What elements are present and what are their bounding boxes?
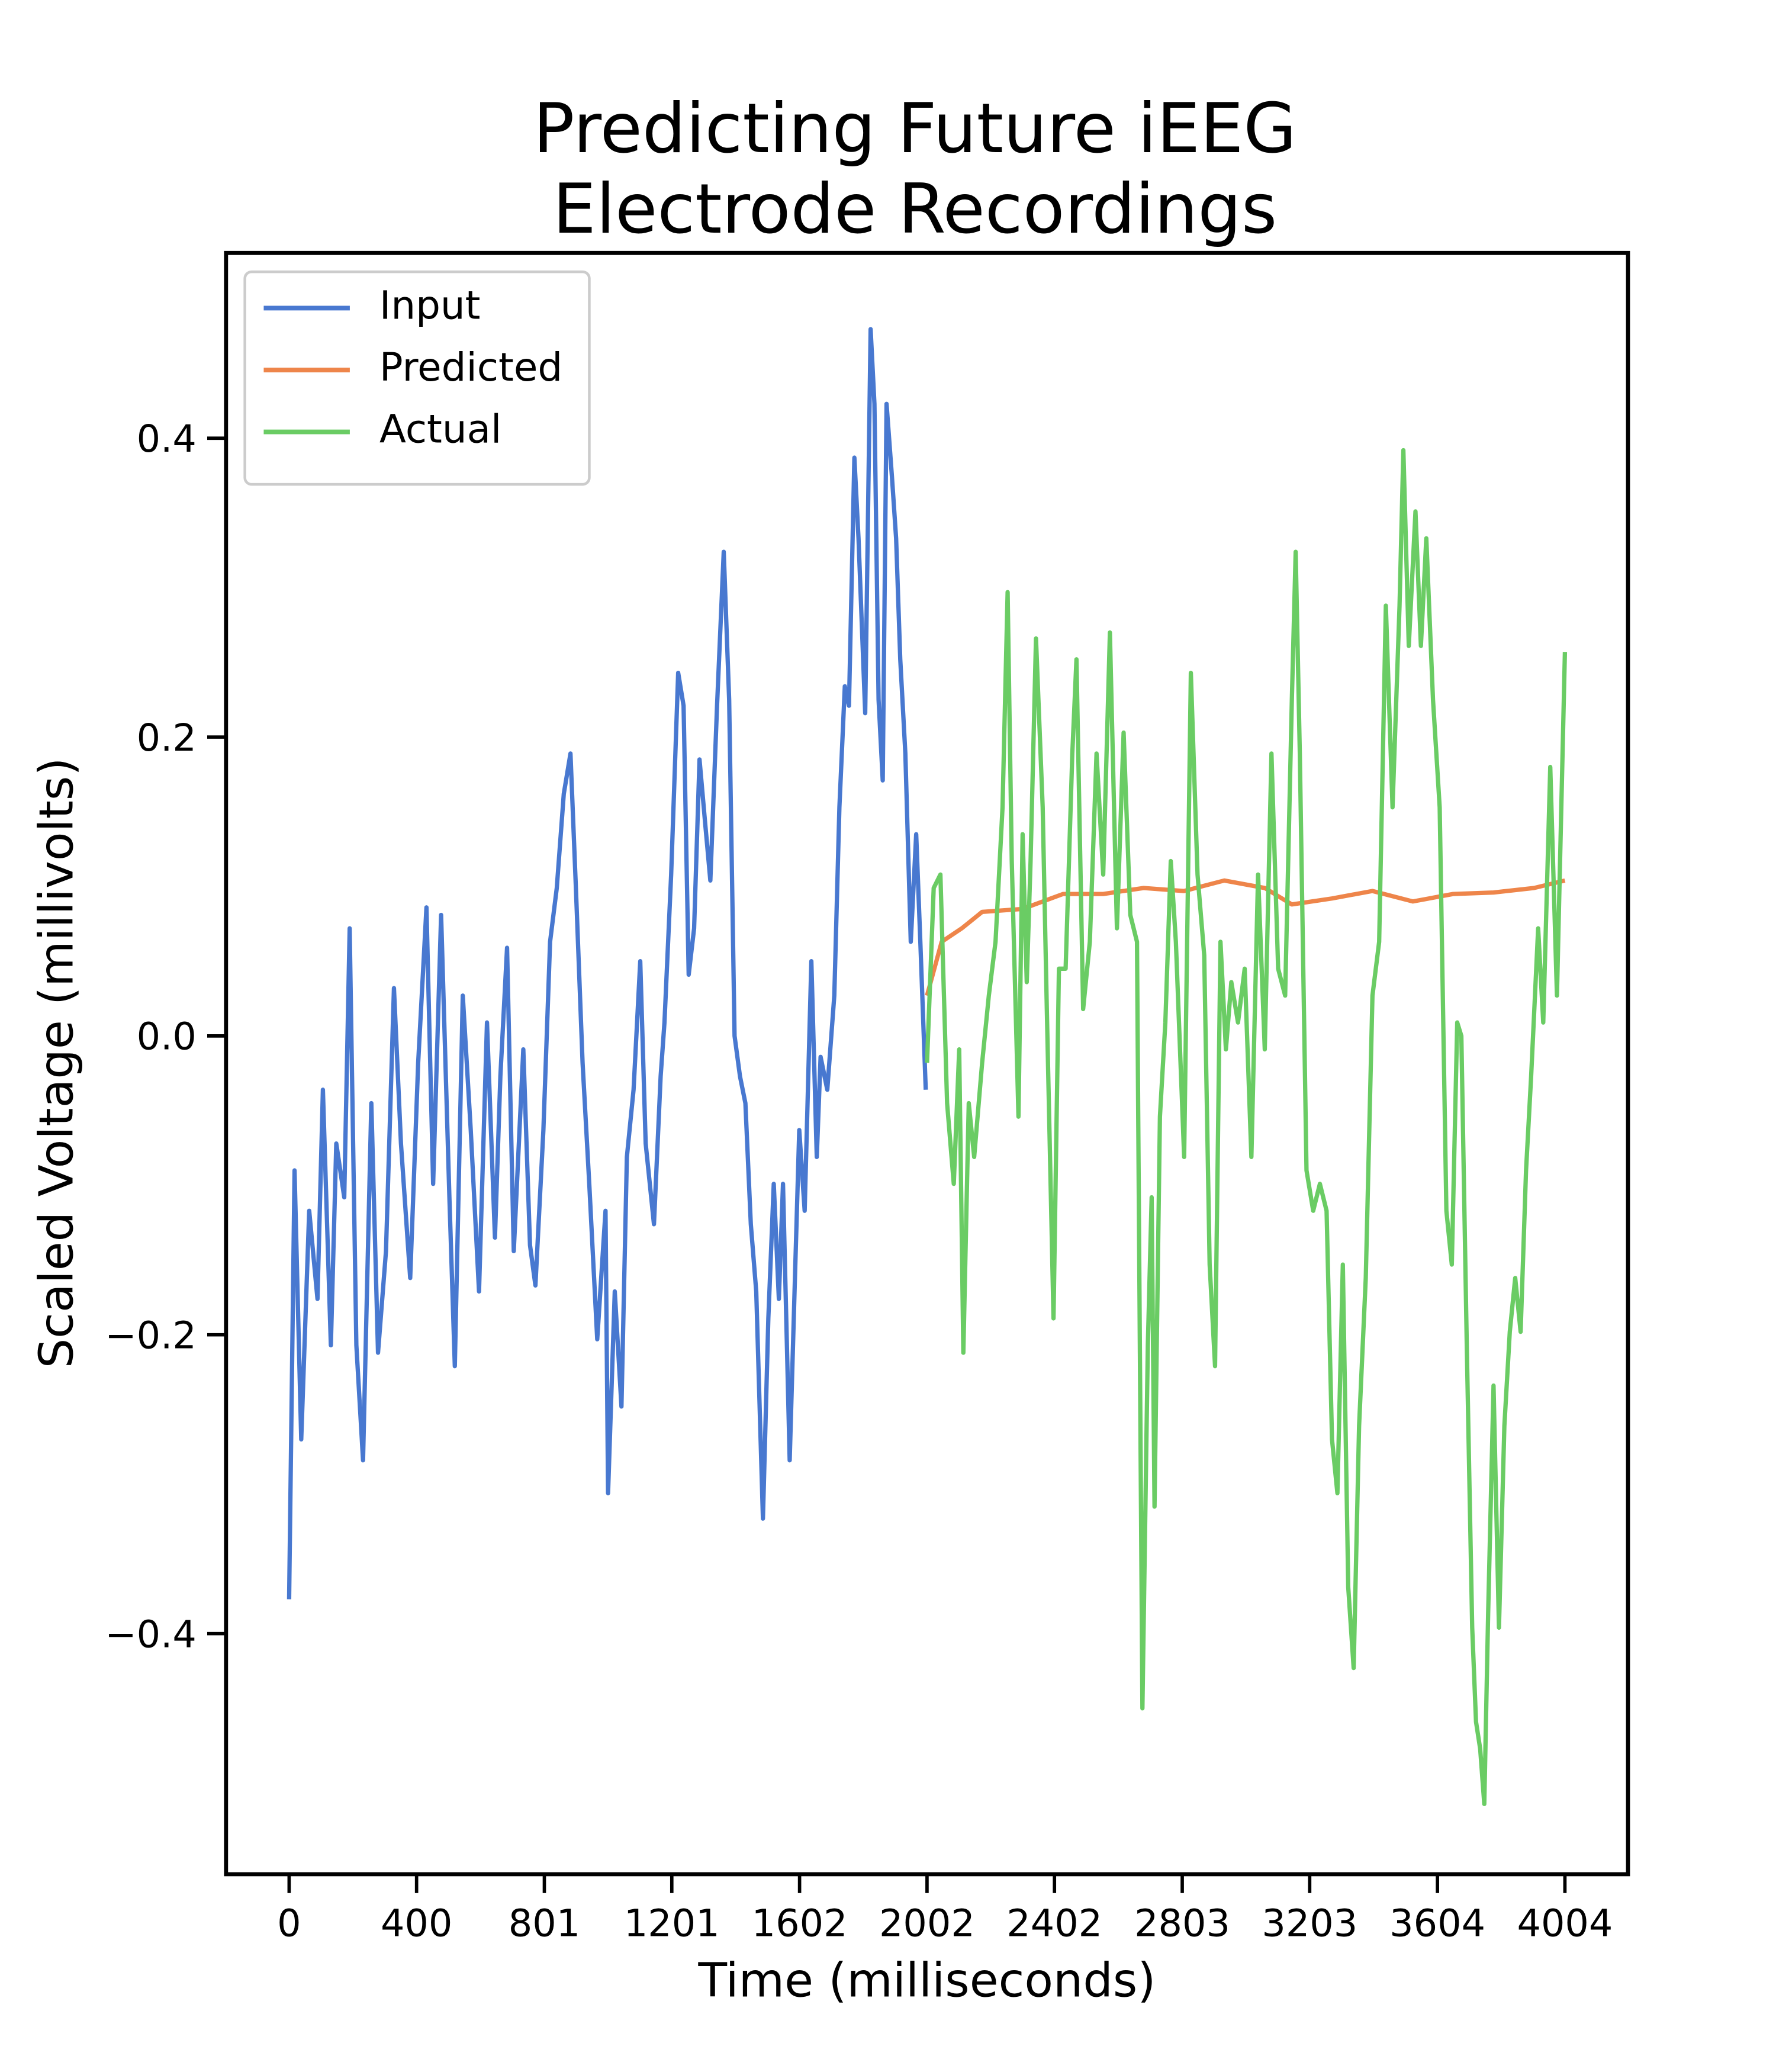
x-tick-label: 1201 [624, 1902, 720, 1945]
data-line [925, 448, 1568, 1806]
chart-title: Predicting Future iEEG Electrode Recordin… [533, 89, 1297, 249]
y-tick-label: 0.4 [137, 417, 197, 461]
y-axis-label: Scaled Voltage (millivolts) [29, 758, 84, 1369]
x-tick-label: 0 [277, 1902, 301, 1945]
x-tick-label: 2002 [879, 1902, 975, 1945]
legend-label: Input [379, 283, 481, 329]
y-tick-label: −0.4 [105, 1613, 197, 1656]
y-tick-label: −0.2 [105, 1314, 197, 1357]
x-tick-label: 1602 [752, 1902, 848, 1945]
y-tick-label: 0.2 [137, 716, 197, 760]
x-tick-label: 3203 [1262, 1902, 1357, 1945]
x-axis-label: Time (milliseconds) [697, 1953, 1156, 2008]
data-line [287, 327, 928, 1600]
x-tick-label: 400 [381, 1902, 452, 1945]
x-tick-label: 3604 [1389, 1902, 1485, 1945]
x-tick-label: 2402 [1006, 1902, 1102, 1945]
legend: Input Predicted Actual [243, 270, 591, 486]
legend-label: Actual [379, 407, 501, 452]
x-tick-label: 801 [509, 1902, 580, 1945]
x-tick-label: 2803 [1134, 1902, 1230, 1945]
y-tick-label: 0.0 [137, 1015, 197, 1059]
legend-label: Predicted [379, 345, 562, 390]
x-tick-label: 4004 [1517, 1902, 1613, 1945]
plot-frame [224, 250, 1630, 1877]
data-line [925, 878, 1566, 996]
